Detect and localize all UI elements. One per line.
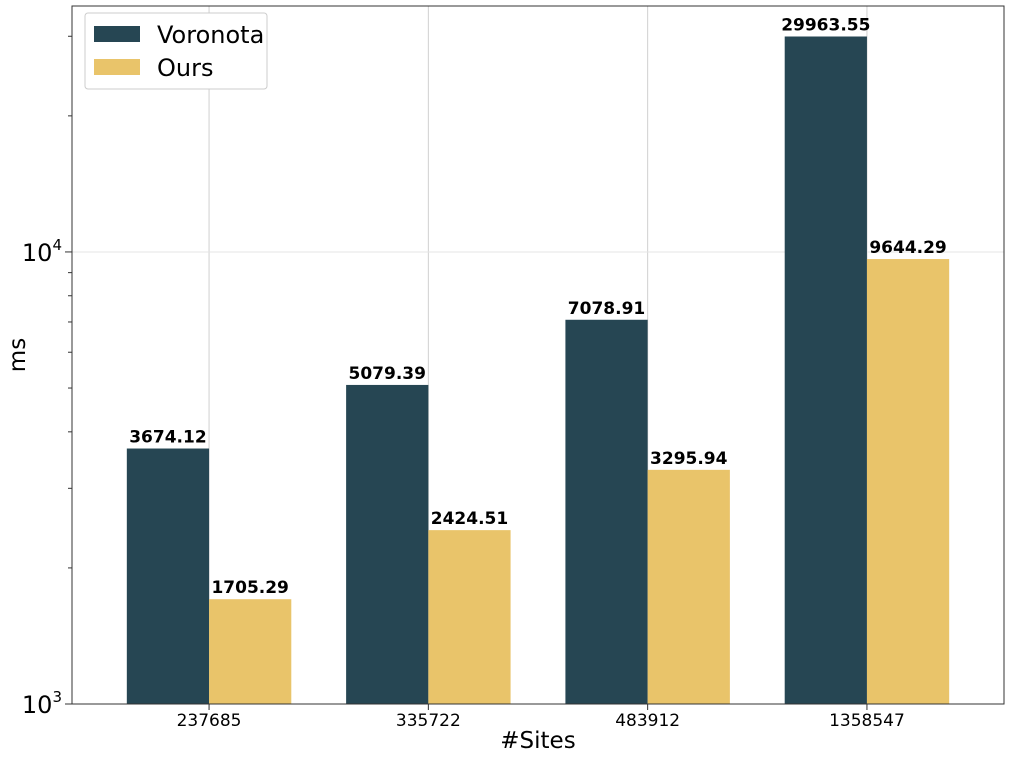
value-label: 29963.55 bbox=[781, 16, 870, 36]
bars bbox=[126, 36, 950, 705]
x-tick-label: 1358547 bbox=[829, 711, 905, 731]
bar-ours-335722 bbox=[428, 530, 511, 704]
bar-ours-237685 bbox=[209, 599, 292, 704]
bar-ours-1358547 bbox=[866, 259, 950, 704]
value-label: 3674.12 bbox=[129, 428, 206, 448]
legend-label-voronota: Voronota bbox=[157, 21, 264, 49]
value-label: 9644.29 bbox=[869, 238, 946, 258]
x-tick-label: 335722 bbox=[396, 711, 461, 731]
value-label: 2424.51 bbox=[431, 509, 508, 529]
value-label: 1705.29 bbox=[211, 578, 288, 598]
bar-voronota-335722 bbox=[346, 384, 429, 704]
x-tick-label: 237685 bbox=[177, 711, 242, 731]
value-labels: 3674.12 5079.39 7078.91 29963.55 1705.29 2424… bbox=[129, 16, 947, 599]
y-tick-labels: 103 104 bbox=[22, 236, 62, 719]
legend-swatch-ours bbox=[94, 59, 140, 75]
bar-voronota-483912 bbox=[565, 319, 648, 704]
x-tick-labels: 237685 335722 483912 1358547 bbox=[177, 704, 905, 731]
x-tick-label: 483912 bbox=[615, 711, 680, 731]
value-label: 5079.39 bbox=[349, 364, 426, 384]
legend-label-ours: Ours bbox=[157, 54, 213, 82]
y-tick-label: 104 bbox=[22, 236, 62, 267]
legend: Voronota Ours bbox=[84, 12, 268, 90]
bar-ours-483912 bbox=[647, 469, 730, 704]
legend-swatch-voronota bbox=[94, 26, 140, 42]
plot-frame bbox=[71, 5, 1005, 705]
y-tick-label: 103 bbox=[22, 688, 62, 719]
value-label: 7078.91 bbox=[568, 299, 645, 319]
bar-voronota-1358547 bbox=[784, 36, 867, 705]
value-label: 3295.94 bbox=[650, 449, 728, 469]
bar-voronota-237685 bbox=[126, 448, 210, 704]
y-axis-title: ms bbox=[5, 338, 31, 372]
x-axis-title: #Sites bbox=[500, 728, 575, 754]
